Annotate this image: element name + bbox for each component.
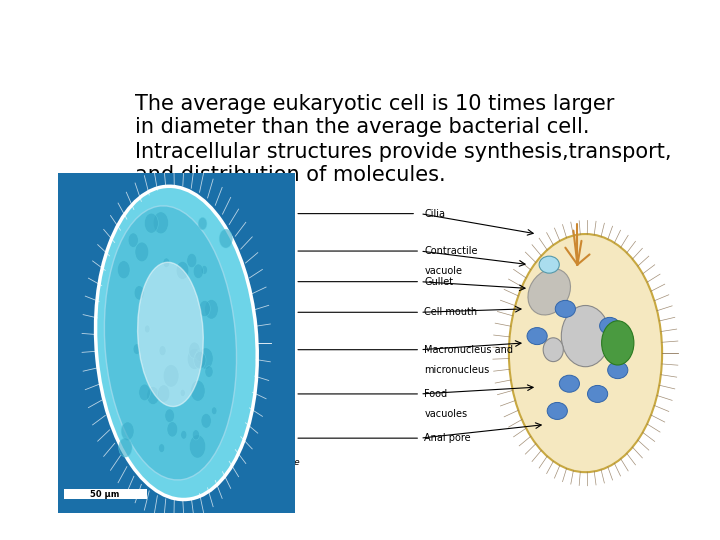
Circle shape: [212, 407, 217, 415]
Circle shape: [163, 364, 179, 387]
Circle shape: [192, 430, 199, 440]
Circle shape: [159, 346, 166, 356]
Circle shape: [559, 375, 580, 392]
Text: Anal pore: Anal pore: [424, 433, 471, 443]
Circle shape: [196, 350, 204, 362]
Circle shape: [201, 414, 211, 428]
FancyBboxPatch shape: [63, 489, 147, 500]
Circle shape: [145, 325, 150, 333]
Ellipse shape: [138, 262, 203, 407]
Circle shape: [147, 387, 159, 404]
Circle shape: [204, 300, 218, 319]
Text: Intracellular structures provide synthesis,transport,: Intracellular structures provide synthes…: [135, 141, 671, 161]
Circle shape: [128, 233, 138, 247]
Circle shape: [588, 386, 608, 402]
Circle shape: [163, 258, 170, 268]
Text: vacuoles: vacuoles: [424, 409, 467, 420]
Ellipse shape: [528, 269, 570, 315]
Circle shape: [194, 352, 206, 369]
Circle shape: [158, 444, 165, 453]
Ellipse shape: [509, 234, 662, 472]
Text: Food: Food: [424, 389, 447, 399]
Circle shape: [181, 430, 186, 439]
Circle shape: [139, 384, 150, 401]
Circle shape: [555, 300, 575, 318]
Circle shape: [539, 256, 559, 273]
Circle shape: [180, 389, 185, 396]
Circle shape: [193, 264, 204, 279]
Text: in diameter than the average bacterial cell.: in diameter than the average bacterial c…: [135, 117, 589, 137]
FancyBboxPatch shape: [58, 173, 295, 513]
Text: vacuole: vacuole: [424, 266, 462, 276]
Circle shape: [527, 328, 547, 345]
Ellipse shape: [562, 306, 610, 367]
Circle shape: [121, 422, 134, 440]
Ellipse shape: [602, 321, 634, 365]
Text: © 2005 Pearson Prentice Hall, Inc.: © 2005 Pearson Prentice Hall, Inc.: [135, 468, 290, 477]
Text: Macronucleus and: Macronucleus and: [424, 345, 513, 355]
Text: Figure 28-12: Biological Science, 2/e: Figure 28-12: Biological Science, 2/e: [135, 458, 300, 467]
Ellipse shape: [96, 186, 257, 500]
Circle shape: [608, 362, 628, 379]
Circle shape: [191, 380, 205, 401]
Circle shape: [187, 348, 202, 369]
Circle shape: [600, 318, 620, 334]
Circle shape: [199, 300, 210, 316]
Circle shape: [134, 286, 144, 300]
Circle shape: [167, 422, 178, 437]
Text: Gullet: Gullet: [424, 276, 454, 287]
Circle shape: [135, 242, 149, 262]
Circle shape: [198, 218, 207, 230]
Text: 50 μm: 50 μm: [91, 490, 120, 499]
Circle shape: [158, 385, 170, 402]
Text: The average eukaryotic cell is 10 times larger: The average eukaryotic cell is 10 times …: [135, 94, 614, 114]
Circle shape: [186, 253, 197, 268]
Circle shape: [189, 435, 206, 458]
Circle shape: [133, 344, 140, 354]
Text: micronucleus: micronucleus: [424, 365, 490, 375]
Circle shape: [119, 438, 132, 457]
Circle shape: [176, 261, 189, 280]
Circle shape: [201, 266, 207, 274]
Text: and distribution of molecules.: and distribution of molecules.: [135, 165, 445, 185]
Circle shape: [145, 213, 158, 233]
Ellipse shape: [104, 206, 237, 480]
Circle shape: [220, 230, 233, 248]
Text: Contractile: Contractile: [424, 246, 478, 256]
Circle shape: [165, 409, 174, 423]
Circle shape: [189, 342, 200, 359]
Circle shape: [205, 366, 213, 377]
Circle shape: [153, 212, 168, 234]
Circle shape: [117, 261, 130, 279]
Ellipse shape: [543, 338, 563, 362]
Text: Cell mouth: Cell mouth: [424, 307, 477, 318]
Circle shape: [198, 348, 213, 369]
Text: Cilia: Cilia: [424, 208, 445, 219]
Circle shape: [547, 402, 567, 420]
